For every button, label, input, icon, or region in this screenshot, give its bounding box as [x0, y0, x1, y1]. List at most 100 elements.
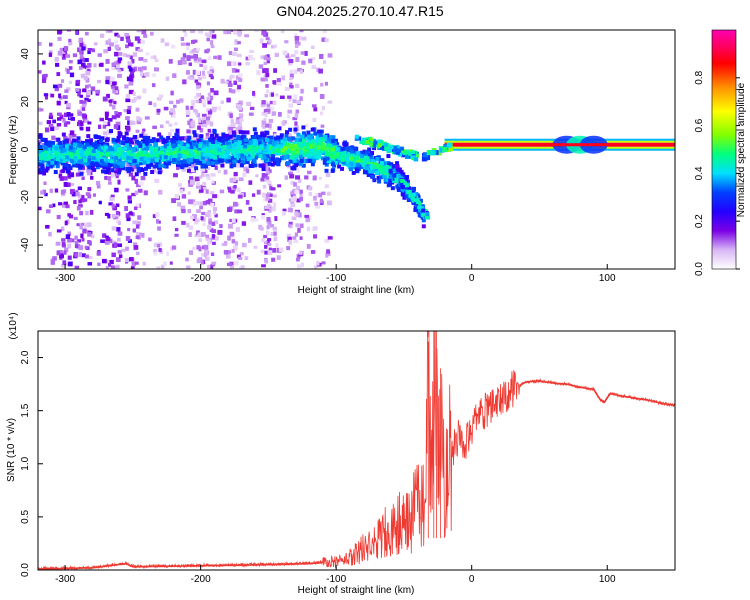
- heatmap-cell: [296, 264, 302, 269]
- heatmap-cell: [65, 234, 71, 240]
- heatmap-cell: [78, 204, 83, 208]
- colorbar-gradient: [711, 29, 737, 270]
- heatmap-cell: [392, 173, 397, 178]
- heatmap-cell: [193, 57, 199, 61]
- heatmap-cell: [113, 100, 117, 105]
- heatmap-cell: [58, 202, 63, 206]
- heatmap-cell: [211, 136, 216, 141]
- heatmap-cell: [131, 175, 136, 181]
- heatmap-cell: [307, 186, 313, 191]
- heatmap-cell: [117, 57, 123, 61]
- heatmap-cell: [165, 120, 170, 124]
- heatmap-cell: [321, 261, 326, 265]
- heatmap-cell: [128, 137, 133, 142]
- heatmap-cell: [234, 260, 239, 266]
- heatmap-cell: [170, 90, 174, 96]
- heatmap-cell: [304, 214, 310, 218]
- heatmap-cell: [60, 161, 65, 166]
- heatmap-cell: [279, 95, 285, 100]
- heatmap-cell: [202, 147, 207, 152]
- heatmap-cell: [81, 253, 86, 258]
- heatmap-cell: [238, 62, 242, 66]
- heatmap-cell: [124, 131, 129, 136]
- heatmap-cell: [287, 114, 291, 119]
- heatmap-cell: [137, 38, 141, 44]
- heatmap-cell: [219, 224, 223, 229]
- heatmap-cell: [167, 161, 172, 166]
- heatmap-cell: [207, 70, 212, 75]
- heatmap-cell: [234, 131, 240, 136]
- heatmap-cell: [112, 144, 117, 149]
- heatmap-cell: [389, 174, 394, 179]
- heatmap-cell: [66, 87, 71, 91]
- heatmap-cell: [222, 151, 227, 156]
- heatmap-cell: [94, 42, 98, 46]
- heatmap-cell: [321, 37, 326, 42]
- heatmap-cell: [59, 176, 64, 181]
- heatmap-cell: [188, 158, 193, 163]
- heatmap-cell: [100, 161, 105, 166]
- heatmap-cell: [269, 135, 274, 140]
- heatmap-cell: [54, 188, 59, 193]
- heatmap-cell: [227, 141, 232, 146]
- heatmap-cell: [164, 42, 170, 47]
- heatmap-cell: [128, 257, 134, 262]
- heatmap-cell: [261, 120, 267, 125]
- heatmap-cell: [311, 56, 316, 61]
- heatmap-cell: [134, 190, 139, 195]
- heatmap-cell: [141, 30, 147, 35]
- heatmap-cell: [389, 144, 394, 149]
- heatmap-cell: [114, 89, 119, 94]
- heatmap-cell: [293, 182, 297, 187]
- heatmap-cell: [143, 158, 148, 163]
- heatmap-cell: [125, 236, 131, 241]
- heatmap-cell: [190, 121, 195, 126]
- heatmap-cell: [204, 256, 210, 261]
- heatmap-cell: [261, 112, 267, 116]
- heatmap-cell: [196, 112, 201, 118]
- heatmap-cell: [217, 136, 222, 141]
- heatmap-cell: [53, 158, 58, 163]
- heatmap-cell: [187, 209, 192, 214]
- heatmap-cell: [145, 164, 150, 169]
- heatmap-cell: [225, 136, 230, 141]
- heatmap-cell: [91, 156, 96, 161]
- heatmap-cell: [381, 169, 386, 174]
- heatmap-cell: [95, 92, 100, 96]
- heatmap-cell: [98, 200, 102, 205]
- heatmap-cell: [94, 161, 99, 166]
- heatmap-cell: [396, 148, 401, 153]
- heatmap-cell: [411, 192, 416, 197]
- heatmap-cell: [101, 148, 106, 153]
- heatmap-cell: [109, 129, 114, 134]
- heatmap-cell: [202, 145, 207, 150]
- heatmap-cell: [321, 105, 325, 111]
- heatmap-cell: [369, 155, 374, 160]
- heatmap-cell: [300, 88, 304, 94]
- heatmap-cell: [203, 244, 209, 250]
- heatmap-cell: [158, 247, 162, 252]
- heatmap-cell: [50, 147, 55, 152]
- heatmap-cell: [241, 155, 246, 160]
- heatmap-cell: [213, 162, 218, 166]
- heatmap-cell: [149, 150, 154, 155]
- heatmap-cell: [191, 199, 196, 204]
- heatmap-cell: [57, 36, 62, 41]
- heatmap-cell: [166, 152, 171, 157]
- heatmap-cell: [82, 198, 88, 202]
- heatmap-cell: [197, 139, 202, 144]
- heatmap-cell: [56, 72, 61, 77]
- heatmap-cell: [87, 155, 92, 160]
- heatmap-cell: [67, 261, 73, 267]
- heatmap-cell: [91, 48, 95, 53]
- heatmap-cell: [185, 105, 189, 110]
- heatmap-cell: [235, 163, 240, 168]
- heatmap-cell: [117, 179, 121, 185]
- heatmap-cell: [138, 161, 143, 166]
- heatmap-cell: [99, 33, 105, 38]
- heatmap-cell: [116, 213, 120, 218]
- heatmap-cell: [95, 89, 101, 94]
- heatmap-cell: [48, 204, 53, 209]
- heatmap-cell: [102, 96, 108, 102]
- heatmap-cell: [123, 108, 128, 113]
